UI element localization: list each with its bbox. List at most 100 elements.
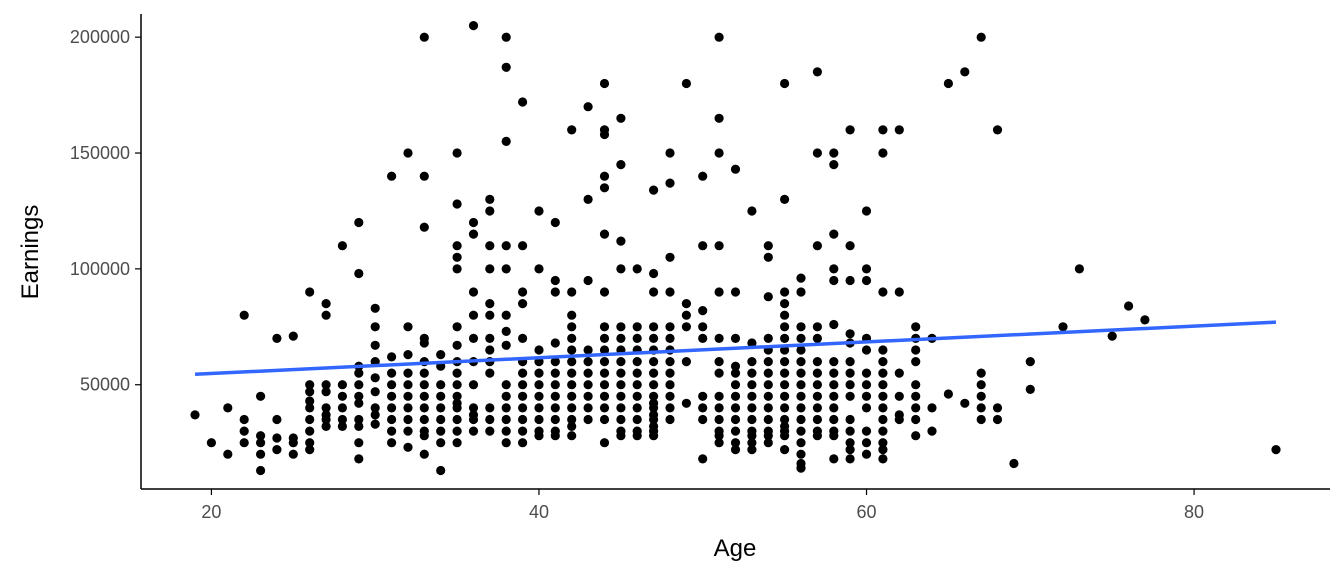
data-point	[829, 391, 839, 401]
data-point	[190, 410, 200, 420]
data-point	[485, 194, 495, 204]
data-point	[550, 380, 560, 390]
data-point	[976, 368, 986, 378]
data-point	[567, 333, 577, 343]
data-point	[321, 299, 331, 309]
data-point	[829, 319, 839, 330]
data-point	[518, 368, 528, 378]
data-point	[632, 403, 642, 413]
data-point	[468, 333, 479, 343]
data-point	[485, 426, 495, 436]
data-point	[861, 403, 872, 413]
data-point	[403, 403, 413, 413]
data-point	[812, 403, 823, 413]
data-point	[632, 414, 642, 425]
data-point	[337, 414, 347, 425]
data-point	[256, 449, 266, 459]
data-point	[861, 426, 872, 436]
x-ticks: 20 40 60 80	[201, 489, 1204, 522]
data-point	[878, 125, 888, 135]
data-point	[436, 465, 446, 476]
data-point	[665, 380, 675, 390]
data-point	[911, 414, 921, 425]
data-point	[698, 333, 708, 343]
data-point	[861, 275, 872, 286]
data-point	[812, 241, 823, 251]
data-point	[665, 414, 675, 425]
data-point	[387, 368, 397, 378]
data-point	[567, 310, 577, 320]
data-point	[714, 32, 724, 42]
data-point	[911, 380, 921, 390]
data-point	[354, 368, 364, 378]
data-point	[468, 21, 479, 31]
data-point	[501, 426, 511, 436]
data-point	[599, 129, 610, 140]
data-point	[796, 426, 806, 436]
data-point	[780, 357, 790, 367]
data-point	[1107, 331, 1117, 341]
data-point	[256, 391, 266, 401]
data-point	[992, 125, 1003, 135]
data-point	[796, 333, 806, 343]
data-point	[616, 264, 626, 274]
data-point	[354, 391, 364, 401]
data-point	[550, 287, 560, 297]
data-point	[436, 380, 446, 390]
data-point	[419, 391, 429, 401]
data-point	[861, 368, 872, 378]
data-point	[305, 396, 315, 406]
data-point	[812, 148, 823, 158]
data-point	[763, 380, 773, 390]
data-point	[468, 426, 479, 436]
data-point	[354, 268, 364, 279]
data-point	[452, 403, 462, 413]
data-point	[419, 449, 429, 459]
data-point	[1025, 357, 1035, 367]
data-point	[501, 310, 511, 320]
data-point	[534, 264, 544, 274]
data-point	[861, 391, 872, 401]
data-point	[501, 380, 511, 390]
data-point	[305, 380, 315, 390]
data-point	[452, 241, 462, 251]
y-tick-label: 150000	[70, 143, 130, 163]
data-point	[632, 368, 642, 378]
data-point	[321, 414, 331, 425]
data-point	[288, 331, 298, 341]
data-point	[599, 287, 610, 297]
data-point	[305, 387, 315, 397]
data-point	[599, 380, 610, 390]
data-point	[796, 403, 806, 413]
data-point	[616, 357, 626, 367]
data-point	[927, 403, 937, 413]
data-point	[616, 160, 626, 170]
data-point	[599, 333, 610, 343]
data-point	[714, 414, 724, 425]
data-point	[665, 357, 675, 367]
data-point	[878, 380, 888, 390]
data-point	[403, 368, 413, 378]
data-point	[534, 403, 544, 413]
data-point	[861, 206, 872, 216]
data-point	[911, 403, 921, 413]
data-point	[599, 391, 610, 401]
data-point	[468, 287, 479, 297]
x-axis-title: Age	[714, 535, 757, 562]
data-point	[845, 391, 855, 401]
data-point	[370, 403, 380, 413]
data-point	[1074, 264, 1084, 274]
data-point	[829, 229, 839, 239]
data-point	[780, 299, 790, 309]
data-point	[452, 252, 462, 262]
data-point	[665, 403, 675, 413]
data-point	[518, 287, 528, 297]
data-point	[976, 391, 986, 401]
data-point	[550, 368, 560, 378]
data-point	[550, 391, 560, 401]
y-ticks: 50000 100000 150000 200000	[70, 27, 141, 395]
data-point	[845, 380, 855, 390]
data-point	[403, 426, 413, 436]
data-point	[730, 287, 741, 297]
data-point	[501, 414, 511, 425]
